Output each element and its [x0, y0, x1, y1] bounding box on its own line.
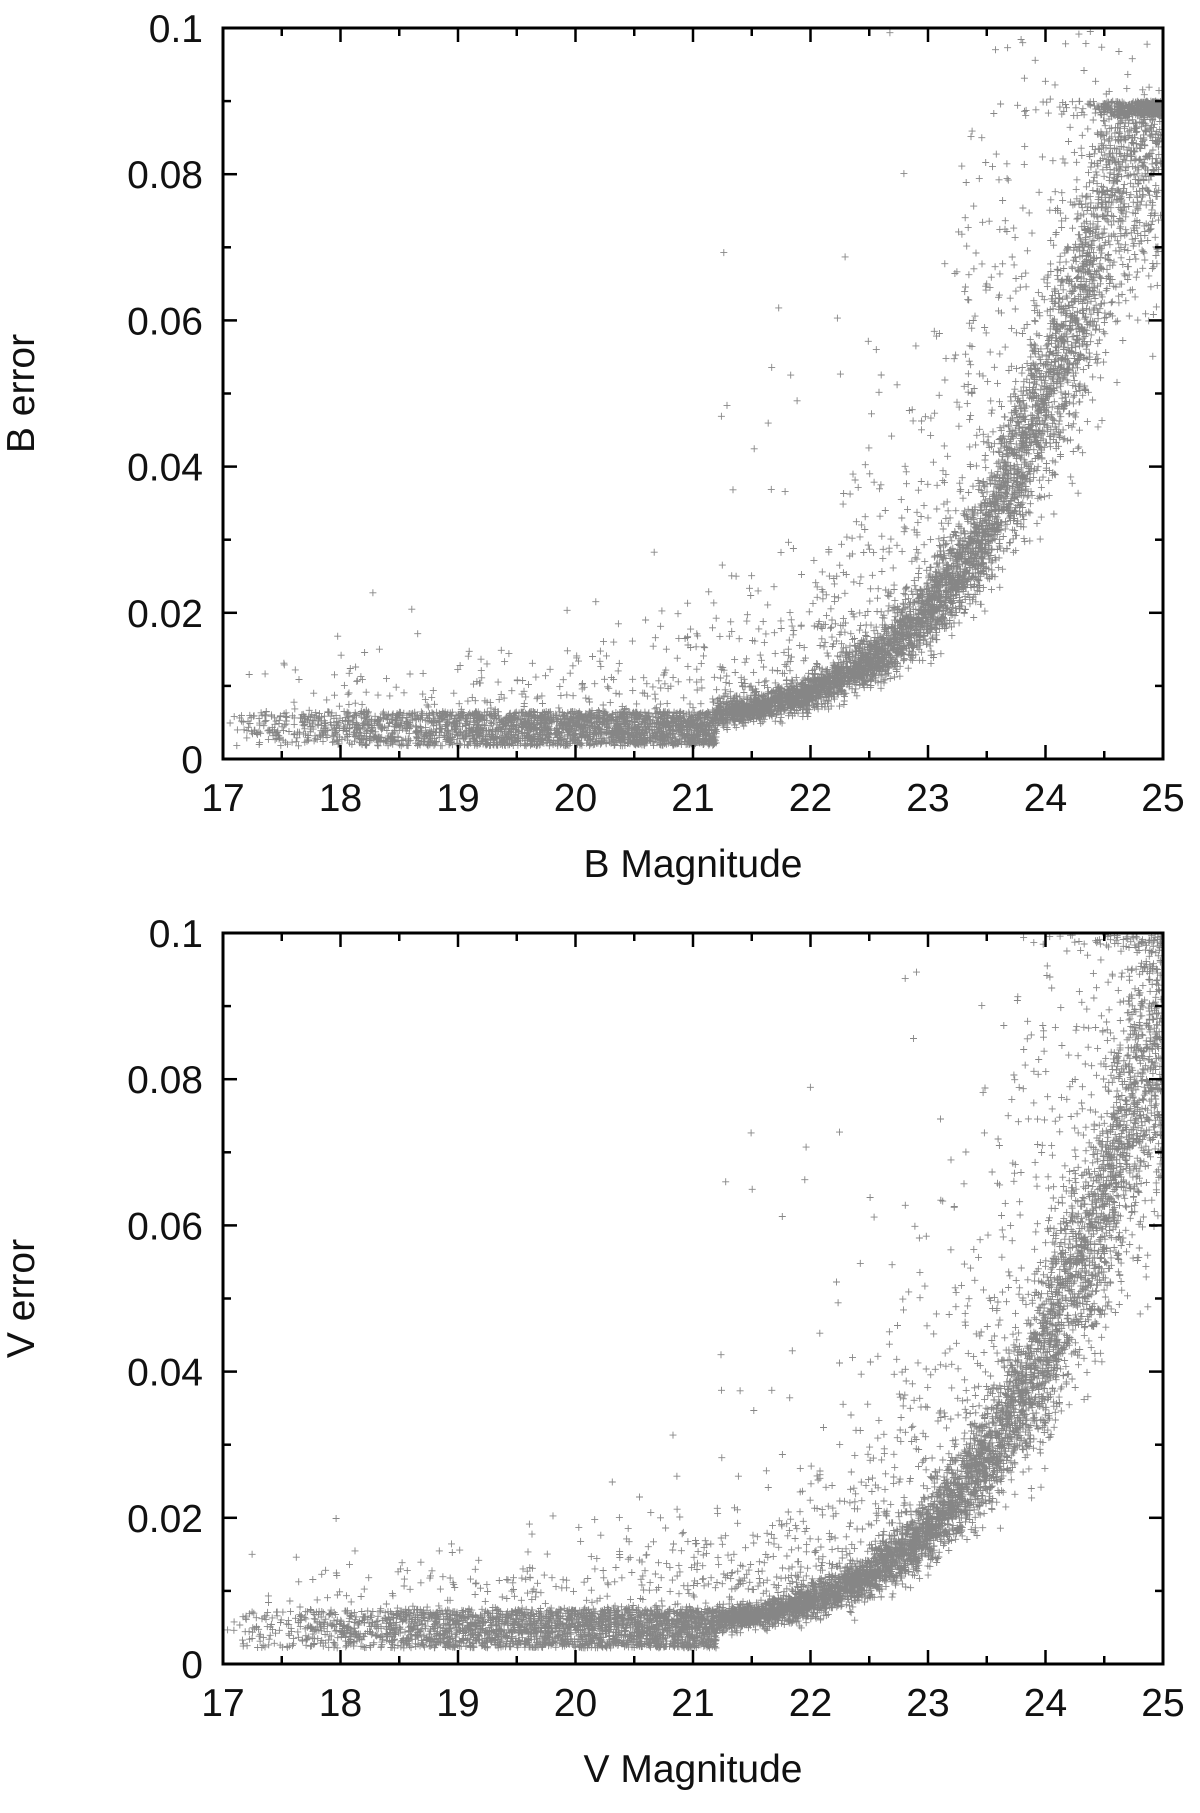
b-error-panel: 17 18 19 20 21 22 23 24 25 0 0.02 0.04 0.06 0.08 0.1 B… [0, 8, 1185, 886]
b-error-x-tick-label: 20 [554, 777, 597, 820]
v-error-y-tick-label: 0.06 [127, 1205, 203, 1248]
b-error-x-tick-label: 23 [906, 777, 949, 820]
v-error-x-axis-title: V Magnitude [584, 1748, 803, 1791]
v-error-x-tick-label: 21 [671, 1682, 714, 1725]
b-error-x-tick-label: 24 [1024, 777, 1067, 820]
v-error-panel: 17 18 19 20 21 22 23 24 25 0 0.02 0.04 0.06 0.08 0.1 V… [0, 913, 1185, 1791]
b-error-x-tick-label: 19 [436, 777, 479, 820]
b-error-y-tick-label: 0.04 [127, 447, 203, 490]
v-error-y-tick-label: 0.08 [127, 1059, 203, 1102]
v-error-x-tick-label: 24 [1024, 1682, 1067, 1725]
b-error-scatter-markers [226, 28, 1165, 750]
v-error-x-tick-label: 20 [554, 1682, 597, 1725]
b-error-ticks: 17 18 19 20 21 22 23 24 25 0 0.02 0.04 0.06 0.08 0.1 [127, 8, 1185, 820]
v-error-x-tick-label: 18 [319, 1682, 362, 1725]
v-error-x-tick-label: 17 [201, 1682, 244, 1725]
v-error-x-tick-label: 22 [789, 1682, 832, 1725]
v-error-x-tick-label: 23 [906, 1682, 949, 1725]
b-error-y-tick-label: 0.08 [127, 154, 203, 197]
b-error-x-tick-label: 21 [671, 777, 714, 820]
v-error-y-tick-label: 0.04 [127, 1352, 203, 1395]
v-error-x-tick-label: 25 [1141, 1682, 1184, 1725]
b-error-x-tick-label: 18 [319, 777, 362, 820]
b-error-x-tick-label: 17 [201, 777, 244, 820]
v-error-ticks: 17 18 19 20 21 22 23 24 25 0 0.02 0.04 0.06 0.08 0.1 [127, 913, 1185, 1725]
b-error-x-tick-label: 25 [1141, 777, 1184, 820]
b-error-y-tick-label: 0.06 [127, 300, 203, 343]
v-error-points [224, 931, 1165, 1652]
b-error-y-tick-label: 0 [181, 739, 203, 782]
v-error-x-tick-label: 19 [436, 1682, 479, 1725]
b-error-x-tick-label: 22 [789, 777, 832, 820]
v-error-scatter-markers [224, 931, 1165, 1652]
b-error-y-axis-title: B error [0, 334, 43, 453]
b-error-points [226, 28, 1165, 750]
b-error-y-tick-label: 0.02 [127, 593, 203, 636]
v-error-plot-frame [221, 931, 1165, 1666]
v-error-y-tick-label: 0.02 [127, 1498, 203, 1541]
b-error-plot-frame [221, 26, 1165, 761]
b-error-y-tick-label: 0.1 [149, 8, 203, 51]
v-error-y-axis-title: V error [0, 1239, 43, 1358]
b-error-x-axis-title: B Magnitude [584, 843, 803, 886]
v-error-y-tick-label: 0 [181, 1644, 203, 1687]
v-error-y-tick-label: 0.1 [149, 913, 203, 956]
